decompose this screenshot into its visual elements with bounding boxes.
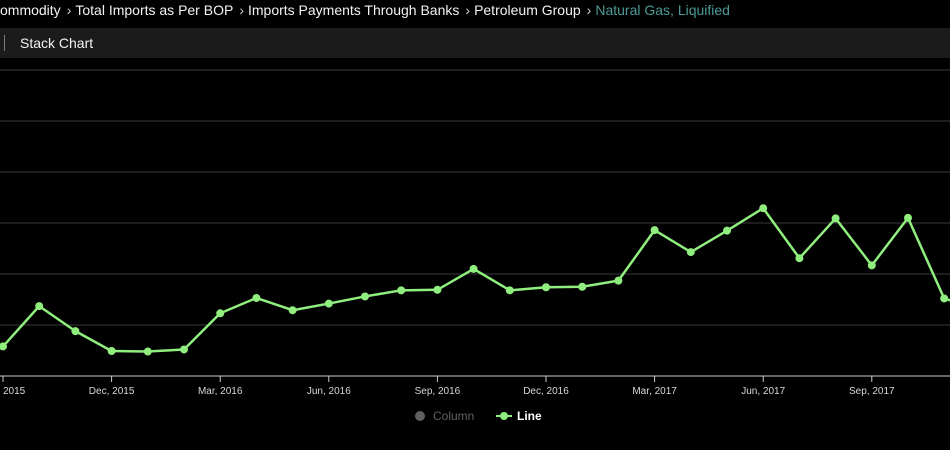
chevron-right-icon: › <box>586 2 592 18</box>
legend-line-marker <box>500 412 508 420</box>
data-point[interactable] <box>542 283 550 292</box>
data-point[interactable] <box>143 347 152 356</box>
data-point[interactable] <box>867 261 876 270</box>
data-point[interactable] <box>940 294 949 303</box>
breadcrumb-item-petroleum-group[interactable]: Petroleum Group <box>474 2 581 18</box>
legend-line-label: Line <box>517 409 542 423</box>
chevron-right-icon: › <box>66 2 72 18</box>
data-point[interactable] <box>759 204 768 213</box>
x-tick-label: Sep, 2017 <box>849 386 895 397</box>
x-axis: 2015 Dec, 2015 Mar, 2016 Jun, 2016 Sep, 2016… <box>2 376 895 397</box>
data-point[interactable] <box>433 285 442 294</box>
stack-chart-button[interactable]: Stack Chart <box>20 35 94 51</box>
data-point[interactable] <box>0 342 7 351</box>
data-point[interactable] <box>361 292 369 301</box>
data-point[interactable] <box>252 293 261 302</box>
breadcrumb: ommodity › Total Imports as Per BOP › Import… <box>0 0 950 20</box>
data-point[interactable] <box>216 309 225 318</box>
line-series[interactable] <box>0 204 950 356</box>
chart-legend: Column Line <box>415 409 542 423</box>
data-point[interactable] <box>831 214 840 223</box>
legend-item-line[interactable]: Line <box>496 409 542 423</box>
data-point[interactable] <box>614 276 623 285</box>
data-point[interactable] <box>904 213 912 222</box>
chevron-right-icon: › <box>465 2 471 18</box>
data-point[interactable] <box>650 226 659 235</box>
data-point[interactable] <box>35 302 44 311</box>
breadcrumb-item-total-imports[interactable]: Total Imports as Per BOP <box>75 2 234 18</box>
data-point[interactable] <box>107 347 116 356</box>
legend-column-icon <box>415 411 425 421</box>
data-point[interactable] <box>324 299 333 308</box>
data-point[interactable] <box>71 327 80 336</box>
breadcrumb-item-commodity[interactable]: ommodity <box>0 2 61 18</box>
data-point[interactable] <box>723 226 731 235</box>
legend-item-column[interactable]: Column <box>415 409 474 423</box>
data-point[interactable] <box>795 254 804 263</box>
series-line <box>2 206 950 353</box>
data-point[interactable] <box>180 345 188 354</box>
chart-toolbar: Stack Chart <box>0 28 950 58</box>
data-point[interactable] <box>578 282 587 291</box>
chevron-right-icon: › <box>239 2 244 18</box>
x-tick-label: Mar, 2017 <box>632 386 677 397</box>
x-tick-label: Sep, 2016 <box>415 386 461 397</box>
x-tick-label: Dec, 2016 <box>523 386 569 397</box>
x-tick-label: Dec, 2015 <box>89 386 135 397</box>
data-point[interactable] <box>686 248 695 257</box>
line-chart: 2015 Dec, 2015 Mar, 2016 Jun, 2016 Sep, 2016… <box>0 69 950 423</box>
breadcrumb-item-current: Natural Gas, Liquified <box>595 2 730 18</box>
data-point[interactable] <box>469 264 478 273</box>
data-point[interactable] <box>288 306 297 315</box>
toolbar-divider <box>4 35 5 51</box>
x-tick-label: Jun, 2016 <box>307 386 351 397</box>
data-point[interactable] <box>397 286 406 295</box>
breadcrumb-item-imports-payments[interactable]: Imports Payments Through Banks <box>247 2 460 18</box>
legend-column-label: Column <box>433 409 474 423</box>
x-tick-label: 2015 <box>3 386 26 397</box>
x-tick-label: Jun, 2017 <box>741 386 785 397</box>
x-tick-label: Mar, 2016 <box>198 386 243 397</box>
chart-gridlines <box>0 69 950 326</box>
data-point[interactable] <box>505 286 514 295</box>
